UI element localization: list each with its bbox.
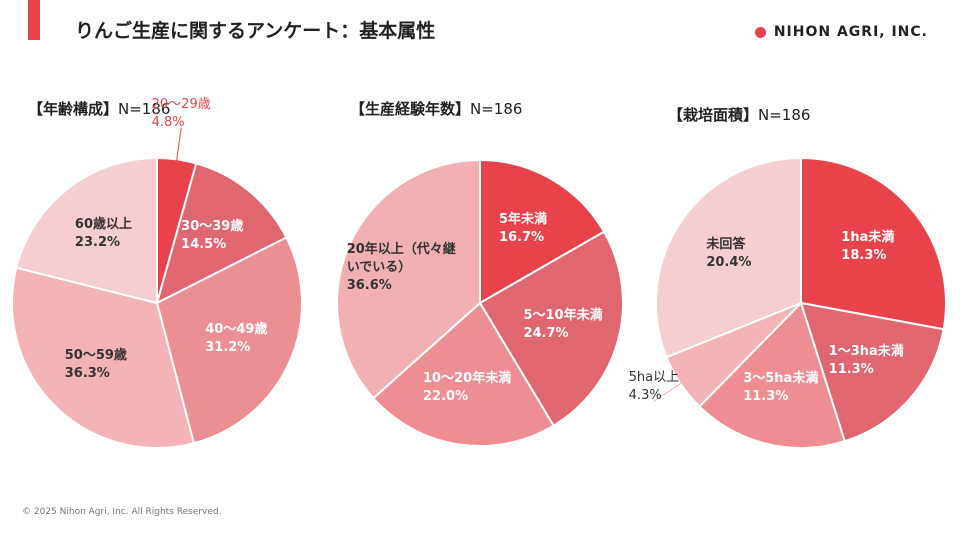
chart-subtitle: N=186 — [758, 106, 811, 124]
slice-label: 20年以上（代々継いでいる） 36.6% — [347, 241, 457, 295]
logo-text: NIHON AGRI, INC. — [773, 24, 928, 40]
slice-category: 50～59歳 — [64, 347, 127, 363]
slice-value: 18.3% — [841, 248, 887, 264]
slice-value: 4.3% — [628, 388, 662, 404]
chart-title: 【年齢構成】N=186 — [28, 98, 170, 119]
slice-category: 10～20年未満 — [423, 370, 512, 386]
chart-title-main: 【年齢構成】 — [28, 100, 119, 118]
accent-bar — [28, 0, 40, 40]
pie-slice — [655, 156, 802, 359]
leader-line — [175, 127, 182, 167]
slice-label: 50～59歳 36.3% — [65, 347, 127, 383]
slice-value: 14.5% — [181, 236, 227, 252]
slice-value: 11.3% — [828, 361, 874, 377]
slice-label: 20～29歳 4.8% — [152, 96, 211, 132]
chart-title-main: 【生産経験年数】 — [350, 100, 471, 118]
slice-label: 40～49歳 31.2% — [205, 321, 267, 357]
pie-slice — [478, 230, 624, 427]
slice-value: 24.7% — [523, 325, 569, 341]
slice-category: 5～10年未満 — [523, 307, 603, 323]
slide-title: りんご生産に関するアンケート：基本属性 — [75, 20, 436, 42]
chart-subtitle: N=186 — [118, 100, 171, 118]
chart-title: 【栽培面積】N=186 — [668, 104, 810, 125]
slice-value: 4.8% — [151, 114, 185, 130]
slice-category: 20～29歳 — [151, 96, 211, 112]
pie-slice — [799, 301, 945, 443]
slice-label: 3～5ha未満 11.3% — [743, 370, 818, 406]
slice-category: 1ha未満 — [841, 230, 895, 246]
slice-value: 31.2% — [205, 339, 251, 355]
pie-slice — [336, 158, 481, 400]
slice-category: 未回答 — [706, 237, 746, 253]
slice-label: 10～20年未満 22.0% — [423, 370, 511, 406]
slice-value: 20.4% — [706, 255, 752, 271]
slice-label: 60歳以上 23.2% — [75, 216, 132, 252]
slice-category: 5ha以上 — [628, 370, 680, 386]
slice-label: 1ha未満 18.3% — [841, 229, 894, 265]
copyright: © 2025 Nihon Agri, Inc. All Rights Reser… — [22, 507, 222, 517]
pie-slice — [800, 156, 947, 331]
slice-value: 36.6% — [346, 277, 392, 293]
slice-category: 20年以上（代々継いでいる） — [346, 241, 456, 275]
chart-title-main: 【栽培面積】 — [668, 106, 759, 124]
chart-subtitle: N=186 — [470, 100, 523, 118]
logo: NIHON AGRI, INC. — [754, 24, 928, 40]
leader-line — [653, 379, 687, 402]
slice-category: 60歳以上 — [74, 217, 133, 233]
slice-category: 3～5ha未満 — [743, 370, 819, 386]
slice-value: 11.3% — [743, 388, 789, 404]
slice-label: 未回答 20.4% — [706, 236, 751, 272]
slice-label: 5年未満 16.7% — [499, 211, 547, 247]
pie-slice — [155, 162, 288, 305]
pie-slice — [155, 236, 303, 445]
logo-dot — [754, 26, 766, 38]
slice-value: 36.3% — [64, 365, 110, 381]
slice-label: 1～3ha未満 11.3% — [829, 343, 904, 379]
slice-label: 5～10年未満 24.7% — [523, 307, 602, 343]
slice-category: 40～49歳 — [205, 321, 268, 337]
pie-slice — [479, 158, 606, 305]
pie-slice — [11, 266, 196, 449]
slice-value: 16.7% — [498, 229, 545, 245]
slice-category: 30～39歳 — [181, 218, 244, 234]
pie-slice — [371, 301, 555, 447]
slice-category: 5年未満 — [498, 211, 547, 227]
slice-label: 30～39歳 14.5% — [181, 218, 243, 254]
slice-value: 23.2% — [74, 235, 121, 251]
slice-category: 1～3ha未満 — [828, 343, 904, 359]
slice-label: 5ha以上 4.3% — [629, 369, 679, 405]
chart-title: 【生産経験年数】N=186 — [350, 98, 522, 119]
pie-slice — [15, 156, 158, 305]
pie-slice — [698, 301, 847, 449]
slice-value: 22.0% — [423, 388, 469, 404]
